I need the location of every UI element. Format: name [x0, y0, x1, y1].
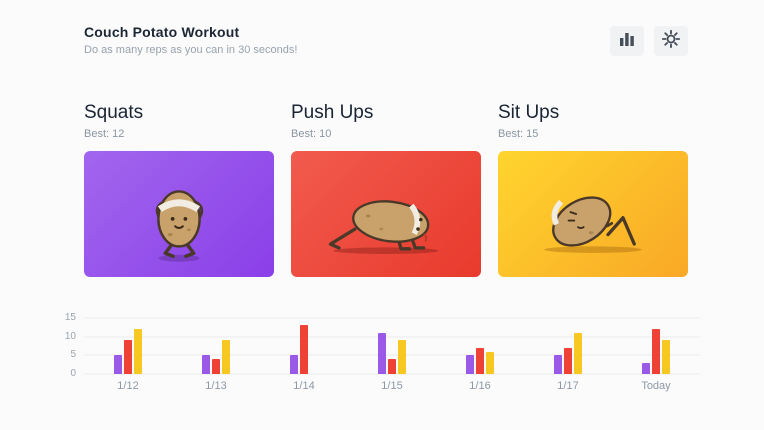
- app-subtitle: Do as many reps as you can in 30 seconds…: [84, 44, 298, 56]
- chart-bar-squats: [642, 362, 650, 374]
- bar-group: Today: [612, 318, 700, 392]
- exercise-sit-ups: Sit Ups Best: 15: [498, 102, 688, 277]
- chart-bar-push-ups: [476, 347, 484, 374]
- exercise-title: Squats: [84, 102, 144, 123]
- gridline: [84, 336, 700, 338]
- bar-group: 1/17: [524, 318, 612, 392]
- bar-cluster: [612, 318, 700, 374]
- gridline: [84, 373, 700, 375]
- exercise-cards: Squats Best: 12: [84, 102, 688, 277]
- chart-bar-squats: [554, 355, 562, 374]
- bar-group: 1/12: [84, 318, 172, 392]
- x-tick-label: 1/14: [293, 380, 315, 392]
- chart-bar-push-ups: [388, 359, 396, 374]
- chart-bar-sit-ups: [662, 340, 670, 374]
- x-tick-label: 1/13: [205, 380, 227, 392]
- exercise-best: Best: 12: [84, 128, 125, 140]
- chart-bar-sit-ups: [134, 329, 142, 374]
- bar-cluster: [524, 318, 612, 374]
- settings-icon: [661, 29, 681, 54]
- chart-y-axis: 0 5 10 15: [50, 313, 76, 379]
- chart-groups: 1/12 1/13 1/14 1/15 1/16 1/17 Today: [84, 318, 700, 392]
- exercise-title: Sit Ups: [498, 102, 560, 123]
- chart-bar-sit-ups: [486, 351, 494, 374]
- chart-bar-squats: [378, 332, 386, 374]
- bar-group: 1/15: [348, 318, 436, 392]
- y-tick-label: 10: [64, 330, 76, 342]
- bar-group: 1/13: [172, 318, 260, 392]
- push-ups-card[interactable]: [291, 151, 481, 277]
- app-title: Couch Potato Workout: [84, 24, 240, 40]
- exercise-best: Best: 15: [498, 128, 539, 140]
- sit-ups-potato-illustration: [518, 166, 668, 262]
- gridline: [84, 354, 700, 356]
- y-tick-label: 0: [70, 368, 76, 379]
- exercise-title: Push Ups: [291, 102, 374, 123]
- bar-cluster: [84, 318, 172, 374]
- chart-bar-push-ups: [564, 347, 572, 374]
- stats-button[interactable]: [610, 26, 644, 56]
- x-tick-label: 1/16: [469, 380, 491, 392]
- bar-group: 1/16: [436, 318, 524, 392]
- workout-history-chart: 0 5 10 15 1/12 1/13 1/14 1/15 1/16 1/17 Today: [65, 313, 700, 392]
- header-actions: [610, 26, 688, 56]
- chart-bar-sit-ups: [222, 340, 230, 374]
- y-tick-label: 15: [64, 312, 76, 323]
- chart-bar-squats: [202, 355, 210, 374]
- exercise-best: Best: 10: [291, 128, 332, 140]
- exercise-squats: Squats Best: 12: [84, 102, 274, 277]
- squats-potato-illustration: [125, 160, 233, 268]
- x-tick-label: 1/12: [117, 380, 139, 392]
- sit-ups-card[interactable]: [498, 151, 688, 277]
- exercise-push-ups: Push Ups Best: 10: [291, 102, 481, 277]
- x-tick-label: 1/17: [557, 380, 579, 392]
- push-ups-potato-illustration: [306, 166, 466, 262]
- gridline: [84, 317, 700, 319]
- chart-bar-sit-ups: [398, 340, 406, 374]
- x-tick-label: Today: [641, 380, 671, 392]
- chart-plot: 1/12 1/13 1/14 1/15 1/16 1/17 Today: [84, 317, 700, 392]
- chart-bar-push-ups: [300, 325, 308, 374]
- header: Couch Potato Workout Do as many reps as …: [84, 24, 297, 56]
- bar-cluster: [172, 318, 260, 374]
- settings-button[interactable]: [654, 26, 688, 56]
- squats-card[interactable]: [84, 151, 274, 277]
- y-tick-label: 5: [70, 349, 76, 361]
- bar-cluster: [260, 318, 348, 374]
- chart-bar-push-ups: [652, 329, 660, 374]
- bar-cluster: [436, 318, 524, 374]
- chart-bar-push-ups: [124, 340, 132, 374]
- bar-group: 1/14: [260, 318, 348, 392]
- chart-bar-squats: [466, 355, 474, 374]
- chart-bar-squats: [290, 355, 298, 374]
- chart-bar-push-ups: [212, 359, 220, 374]
- x-tick-label: 1/15: [381, 380, 403, 392]
- chart-grid: [84, 317, 700, 375]
- chart-bar-squats: [114, 355, 122, 374]
- bar-cluster: [348, 318, 436, 374]
- chart-bar-sit-ups: [574, 332, 582, 374]
- stats-icon: [618, 31, 636, 52]
